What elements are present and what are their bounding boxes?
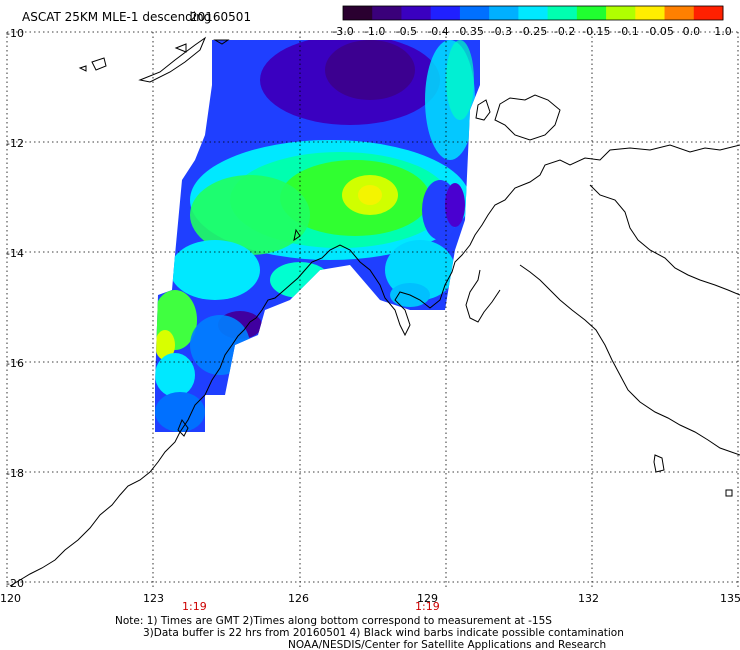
colorbar-label: 0.0 (683, 25, 701, 38)
colorbar-label: -0.2 (554, 25, 575, 38)
colorbar-swatch (635, 6, 666, 20)
lon-label: 123 (143, 592, 164, 605)
colorbar: -3.0 -1.0 -0.5 -0.4 -0.35 -0.3 -0.25 -0.2 -0.15-… (332, 5, 732, 38)
colorbar-label: -0.25 (519, 25, 547, 38)
lon-label: 129 (417, 592, 438, 605)
lon-label: 135 (720, 592, 740, 605)
colorbar-swatch (343, 6, 373, 20)
colorbar-swatch (489, 6, 519, 20)
colorbar-label: -1.0 (364, 25, 385, 38)
colorbar-swatch (693, 6, 724, 20)
colorbar-swatch (459, 6, 490, 20)
colorbar-swatch (547, 6, 578, 20)
colorbar-label: 1.0 (714, 25, 732, 38)
lat-label: -16 (6, 357, 24, 370)
colorbar-swatch (606, 6, 636, 20)
colorbar-swatch (576, 6, 607, 20)
product-date: 20160501 (190, 10, 251, 24)
colorbar-label: -0.1 (617, 25, 638, 38)
colorbar-label: -0.5 (396, 25, 417, 38)
colorbar-frame (342, 5, 724, 21)
note-line-1: Note: 1) Times are GMT 2)Times along bot… (115, 615, 552, 627)
lat-label: -10 (6, 27, 24, 40)
colorbar-label: -0.05 (645, 25, 673, 38)
note-line-2: 3)Data buffer is 22 hrs from 20160501 4)… (143, 627, 624, 639)
credit-line: NOAA/NESDIS/Center for Satellite Applica… (288, 639, 606, 650)
lon-label: 126 (288, 592, 309, 605)
colorbar-swatch (518, 6, 549, 20)
lat-label: -12 (6, 137, 24, 150)
latitude-labels: -10 -12 -14 -16 -18 -20 (6, 27, 24, 590)
colorbar-label: -0.3 (491, 25, 512, 38)
graticule (6, 31, 739, 590)
lat-label: -18 (6, 467, 24, 480)
lat-label: -14 (6, 247, 24, 260)
colorbar-swatch (430, 6, 461, 20)
colorbar-label: -0.15 (582, 25, 610, 38)
colorbar-swatch (372, 6, 402, 20)
colorbar-swatch (401, 6, 432, 20)
lon-label: 132 (578, 592, 599, 605)
longitude-labels: 120 123 126 129 132 135 (0, 592, 740, 605)
coastline (9, 36, 740, 587)
product-title: ASCAT 25KM MLE-1 descending (22, 10, 211, 24)
lat-label: -20 (6, 577, 24, 590)
colorbar-label: -3.0 (332, 25, 353, 38)
lon-label: 120 (0, 592, 21, 605)
colorbar-label: -0.35 (455, 25, 483, 38)
colorbar-label: -0.4 (427, 25, 448, 38)
data-swath (155, 40, 480, 432)
pass-time-label: 1:19 (182, 600, 207, 613)
pass-time-label: 1:19 (415, 600, 440, 613)
colorbar-swatch (664, 6, 695, 20)
